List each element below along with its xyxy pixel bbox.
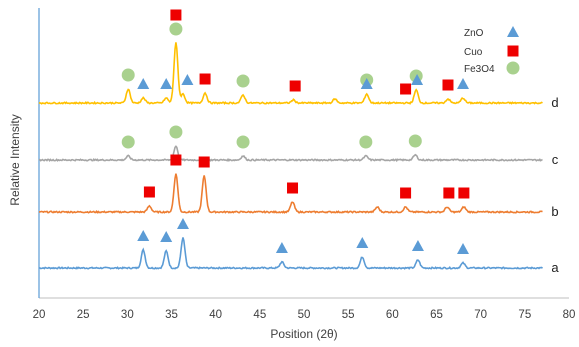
square-marker-b (170, 154, 182, 166)
square-marker-d (289, 80, 301, 92)
trace-d (38, 42, 543, 106)
square-marker-d (199, 73, 211, 85)
triangle-marker-a (275, 242, 288, 253)
x-tick-label: 70 (474, 309, 487, 321)
circle-marker-c (236, 135, 250, 149)
trace-label-c: c (552, 152, 559, 167)
square-marker-d (400, 83, 412, 95)
x-tick-label: 25 (77, 309, 90, 321)
triangle-marker-a (160, 231, 173, 242)
trace-label-d: d (551, 95, 558, 110)
circle-marker-c (169, 125, 183, 139)
circle-marker-d (121, 68, 135, 82)
triangle-marker-a (176, 218, 189, 229)
x-tick-label: 80 (563, 309, 576, 321)
triangle-marker-d (360, 78, 373, 89)
legend-square-icon (507, 45, 519, 57)
trace-label-b: b (551, 204, 558, 219)
triangle-marker-d (160, 78, 173, 89)
square-marker-b (287, 182, 299, 194)
x-tick-label: 60 (386, 309, 399, 321)
x-tick-label: 45 (253, 309, 266, 321)
y-axis-title: Relative Intensity (8, 114, 22, 205)
square-marker-d (442, 79, 454, 91)
legend-circle-icon (506, 61, 520, 75)
legend: ZnO Cuo Fe3O4 (464, 26, 520, 75)
triangle-marker-a (457, 243, 469, 254)
x-tick-labels: 20 25 30 35 40 45 50 55 60 65 70 75 80 (33, 309, 576, 321)
x-axis-title: Position (2θ) (270, 327, 337, 341)
x-tick-label: 55 (342, 309, 355, 321)
square-marker-b (198, 156, 210, 168)
triangle-marker-a (356, 237, 369, 248)
triangle-marker-a (411, 240, 424, 251)
x-tick-label: 35 (165, 309, 178, 321)
x-tick-label: 40 (209, 309, 222, 321)
x-tick-label: 20 (33, 309, 46, 321)
triangle-marker-d (137, 78, 150, 89)
square-marker-d (170, 9, 182, 21)
circle-marker-c (359, 135, 373, 149)
square-marker-b (143, 186, 155, 198)
circle-marker-d (169, 22, 183, 36)
legend-label-1: Cuo (464, 47, 483, 58)
triangle-marker-d (457, 78, 469, 89)
traces: a b c d (38, 42, 559, 275)
x-tick-label: 75 (518, 309, 531, 321)
trace-c (38, 145, 543, 163)
square-marker-b (400, 187, 412, 199)
circle-marker-c (121, 135, 135, 149)
trace-b (38, 173, 543, 214)
square-marker-b (443, 187, 455, 199)
phase-markers (121, 9, 470, 254)
triangle-marker-a (137, 230, 150, 241)
trace-label-a: a (551, 260, 559, 275)
legend-label-2: Fe3O4 (464, 64, 495, 75)
x-tick-label: 65 (430, 309, 443, 321)
triangle-marker-d (411, 74, 424, 85)
x-tick-label: 50 (298, 309, 311, 321)
trace-a (38, 237, 544, 270)
square-marker-b (458, 187, 470, 199)
triangle-marker-d (181, 74, 194, 85)
legend-triangle-icon (507, 26, 519, 37)
circle-marker-d (236, 74, 250, 88)
circle-marker-c (408, 134, 422, 148)
x-tick-label: 30 (121, 309, 134, 321)
legend-label-0: ZnO (464, 28, 484, 39)
